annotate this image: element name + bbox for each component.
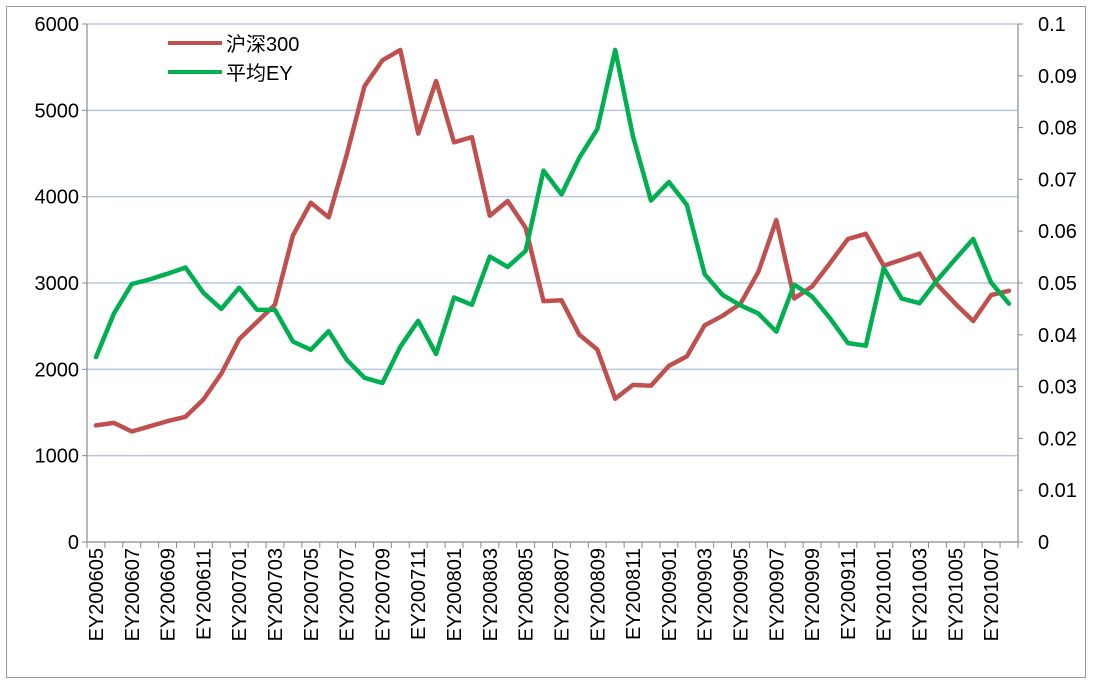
y2-tick-label: 0.09 xyxy=(1038,66,1077,88)
x-tick-label: EY200903 xyxy=(695,548,717,641)
legend: 沪深300 平均EY xyxy=(168,33,299,85)
y-tick-label: 2000 xyxy=(35,359,80,381)
y2-tick-label: 0.1 xyxy=(1038,14,1066,36)
legend-label-hs300: 沪深300 xyxy=(226,33,299,56)
x-tick-label: EY200805 xyxy=(516,548,538,641)
x-tick-label: EY200807 xyxy=(551,548,573,641)
x-tick-label: EY200611 xyxy=(193,548,215,640)
x-tick-label: EY201007 xyxy=(981,548,1003,641)
y-tick-label: 0 xyxy=(68,532,79,554)
x-tick-label: EY200905 xyxy=(730,548,752,641)
y2-tick-label: 0.06 xyxy=(1038,221,1077,243)
x-tick-label: EY200803 xyxy=(480,548,502,641)
y2-tick-label: 0.05 xyxy=(1038,273,1077,295)
y-tick-label: 3000 xyxy=(35,273,80,295)
y-tick-label: 4000 xyxy=(35,187,80,209)
series-line-1 xyxy=(93,47,1012,386)
x-axis-ticks: EY200605 EY200607 EY200609 EY200611 EY200701… xyxy=(86,542,1019,641)
x-tick-label: EY200907 xyxy=(766,548,788,641)
y-tick-label: 6000 xyxy=(35,14,80,36)
x-tick-label: EY200801 xyxy=(444,548,466,641)
x-tick-label: EY200911 xyxy=(838,548,860,640)
y2-tick-label: 0 xyxy=(1038,532,1049,554)
y2-tick-label: 0.04 xyxy=(1038,325,1077,347)
x-tick-label: EY200909 xyxy=(802,548,824,641)
x-tick-label: EY201005 xyxy=(945,548,967,641)
chart-frame xyxy=(6,6,1086,678)
y-tick-label: 1000 xyxy=(35,446,80,468)
x-tick-label: EY200711 xyxy=(408,548,430,640)
legend-label-avg-ey: 平均EY xyxy=(226,62,293,85)
y2-tick-label: 0.01 xyxy=(1038,480,1077,502)
y2-tick-label: 0.07 xyxy=(1038,169,1077,191)
y2-tick-label: 0.08 xyxy=(1038,118,1077,140)
series-line-0 xyxy=(93,47,1012,434)
x-tick-label: EY200901 xyxy=(659,548,681,641)
x-tick-label: EY200707 xyxy=(337,548,359,641)
x-tick-label: EY200809 xyxy=(587,548,609,641)
series-lines xyxy=(93,47,1012,434)
gridlines xyxy=(87,23,1018,457)
y-tick-label: 5000 xyxy=(35,100,80,122)
x-tick-label: EY200811 xyxy=(623,548,645,640)
x-tick-label: EY201001 xyxy=(874,548,896,641)
x-tick-label: EY200701 xyxy=(229,548,251,641)
y2-tick-label: 0.02 xyxy=(1038,428,1077,450)
x-tick-label: EY200605 xyxy=(86,548,108,641)
x-tick-label: EY200705 xyxy=(301,548,323,641)
x-tick-label: EY200703 xyxy=(265,548,287,641)
x-tick-label: EY200607 xyxy=(122,548,144,641)
x-tick-label: EY200709 xyxy=(372,548,394,641)
x-tick-label: EY200609 xyxy=(158,548,180,641)
y-axis-left-ticks: 0 1000 2000 3000 4000 5000 6000 xyxy=(35,14,87,554)
x-tick-label: EY201003 xyxy=(910,548,932,641)
y-axis-right-ticks: 0 0.01 0.02 0.03 0.04 0.05 0.06 0.07 0.08 0.09 0.1 xyxy=(1018,14,1077,554)
y2-tick-label: 0.03 xyxy=(1038,377,1077,399)
